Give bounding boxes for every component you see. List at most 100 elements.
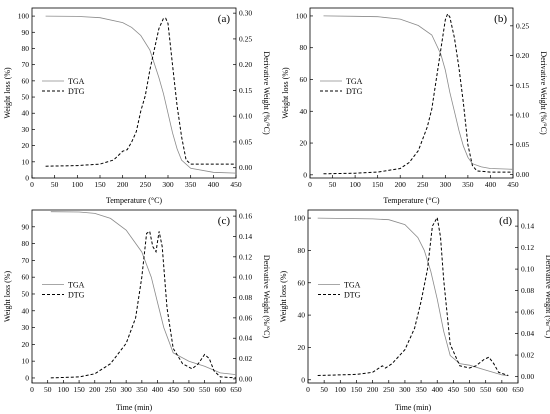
x-tick-label: 450	[168, 385, 180, 394]
x-tick-label: 50	[329, 180, 337, 189]
panel-label: (d)	[499, 215, 512, 227]
y-tick-label: 20	[300, 139, 308, 148]
y2-tick-label: 0.08	[239, 293, 252, 302]
series-line-tga	[45, 15, 237, 174]
y2-tick-label: 0.30	[239, 9, 252, 18]
x-tick-label: 450	[507, 180, 519, 189]
y-tick-label: 90	[22, 28, 30, 37]
y-tick-label: 80	[22, 239, 30, 248]
y-axis-title: Weight loss (%)	[281, 67, 290, 119]
y-tick-label: 70	[22, 256, 30, 265]
legend-label: DTG	[68, 291, 85, 300]
y2-tick-label: 0.12	[239, 252, 252, 261]
plot-frame	[31, 7, 237, 179]
y2-tick-label: 0.14	[239, 232, 252, 241]
y-tick-label: 100	[296, 11, 308, 20]
y2-axis-title: Derivative Weight (%/°C)	[262, 255, 271, 339]
y2-tick-label: 0.00	[239, 163, 252, 172]
y2-tick-label: 0.04	[239, 334, 252, 343]
y2-axis-title: Derivative Weight (%/°C)	[544, 255, 550, 339]
legend-label: TGA	[68, 281, 85, 290]
x-tick-label: 0	[30, 385, 34, 394]
series-line-dtg	[45, 17, 236, 167]
x-tick-label: 0	[30, 180, 34, 189]
legend-label: TGA	[68, 77, 85, 86]
x-tick-label: 50	[44, 385, 52, 394]
y2-tick-label: 0.20	[239, 60, 252, 69]
x-tick-label: 300	[121, 385, 133, 394]
y2-tick-label: 0.10	[516, 110, 529, 119]
x-tick-label: 200	[395, 180, 407, 189]
series-line-dtg	[50, 230, 237, 379]
y-tick-label: 10	[22, 357, 30, 366]
y2-tick-label: 0.16	[239, 212, 252, 221]
series-line-dtg	[317, 216, 509, 376]
y2-tick-label: 0.08	[521, 286, 534, 295]
x-tick-label: 650	[230, 385, 242, 394]
x-tick-label: 100	[72, 180, 84, 189]
x-tick-label: 400	[485, 180, 497, 189]
y2-tick-label: 0.10	[239, 273, 252, 282]
y-tick-label: 60	[22, 273, 30, 282]
legend-label: TGA	[346, 77, 363, 86]
y2-tick-label: 0.06	[521, 308, 534, 317]
y2-tick-label: 0.00	[521, 372, 534, 381]
x-tick-label: 500	[464, 385, 476, 394]
y-tick-label: 0	[301, 375, 305, 384]
x-axis-title: Temperature (°C)	[383, 196, 440, 205]
chart-panel: 0 50 100 150 200 250 300 350 400 450 500 550 600 6500…	[279, 209, 550, 412]
y2-tick-label: 0.25	[239, 34, 252, 43]
x-tick-label: 250	[417, 180, 429, 189]
y-tick-label: 10	[22, 157, 30, 166]
y-tick-label: 20	[298, 343, 306, 352]
series-line-dtg	[323, 12, 513, 175]
x-tick-label: 300	[162, 180, 174, 189]
series-line-tga	[323, 15, 514, 170]
x-tick-label: 450	[230, 180, 242, 189]
legend-label: DTG	[68, 87, 85, 96]
y-tick-label: 0	[25, 174, 29, 183]
y-tick-label: 30	[22, 125, 30, 134]
x-tick-label: 200	[89, 385, 101, 394]
x-tick-label: 600	[215, 385, 227, 394]
y-tick-label: 30	[22, 323, 30, 332]
y-tick-label: 80	[300, 43, 308, 52]
x-tick-label: 250	[105, 385, 117, 394]
y-tick-label: 100	[294, 214, 306, 223]
x-tick-label: 400	[432, 385, 444, 394]
y-tick-label: 60	[300, 75, 308, 84]
x-tick-label: 100	[58, 385, 70, 394]
y2-tick-label: 0.25	[516, 21, 529, 30]
chart-panel: 0 50 100 150 200 250 300 350 400 450 500 550 600 6500…	[3, 209, 271, 412]
x-tick-label: 450	[448, 385, 460, 394]
y-axis-title: Weight loss (%)	[3, 67, 12, 119]
x-tick-label: 0	[308, 180, 312, 189]
panel-label: (c)	[218, 215, 231, 227]
y2-tick-label: 0.05	[516, 140, 529, 149]
x-tick-label: 350	[136, 385, 148, 394]
y-tick-label: 80	[298, 246, 306, 255]
y-tick-label: 40	[22, 109, 30, 118]
y-axis-title: Weight loss (%)	[279, 270, 288, 322]
x-tick-label: 550	[480, 385, 492, 394]
panel-label: (a)	[218, 13, 231, 25]
x-tick-label: 350	[462, 180, 474, 189]
plot-frame	[307, 209, 519, 384]
y-axis-title: Weight loss (%)	[3, 270, 12, 322]
y2-tick-label: 0.00	[516, 170, 529, 179]
y2-tick-label: 0.15	[239, 86, 252, 95]
x-axis-title: Time (min)	[116, 403, 153, 412]
x-tick-label: 200	[117, 180, 129, 189]
y-tick-label: 20	[22, 141, 30, 150]
chart-panel: 0 50 100 150 200 250 300 350 400 450 0 20 40 60 80 100 0…	[281, 7, 548, 205]
panel-label: (b)	[494, 13, 507, 25]
x-axis-title: Temperature (°C)	[106, 196, 163, 205]
y2-axis-title: Derivative Weight (%/°C)	[262, 51, 271, 135]
x-tick-label: 250	[383, 385, 395, 394]
series-line-tga	[50, 211, 237, 375]
x-tick-label: 50	[51, 180, 59, 189]
y2-axis-title: Derivative Weight (%/°C)	[539, 51, 548, 135]
x-tick-label: 650	[512, 385, 524, 394]
x-tick-label: 400	[208, 180, 220, 189]
